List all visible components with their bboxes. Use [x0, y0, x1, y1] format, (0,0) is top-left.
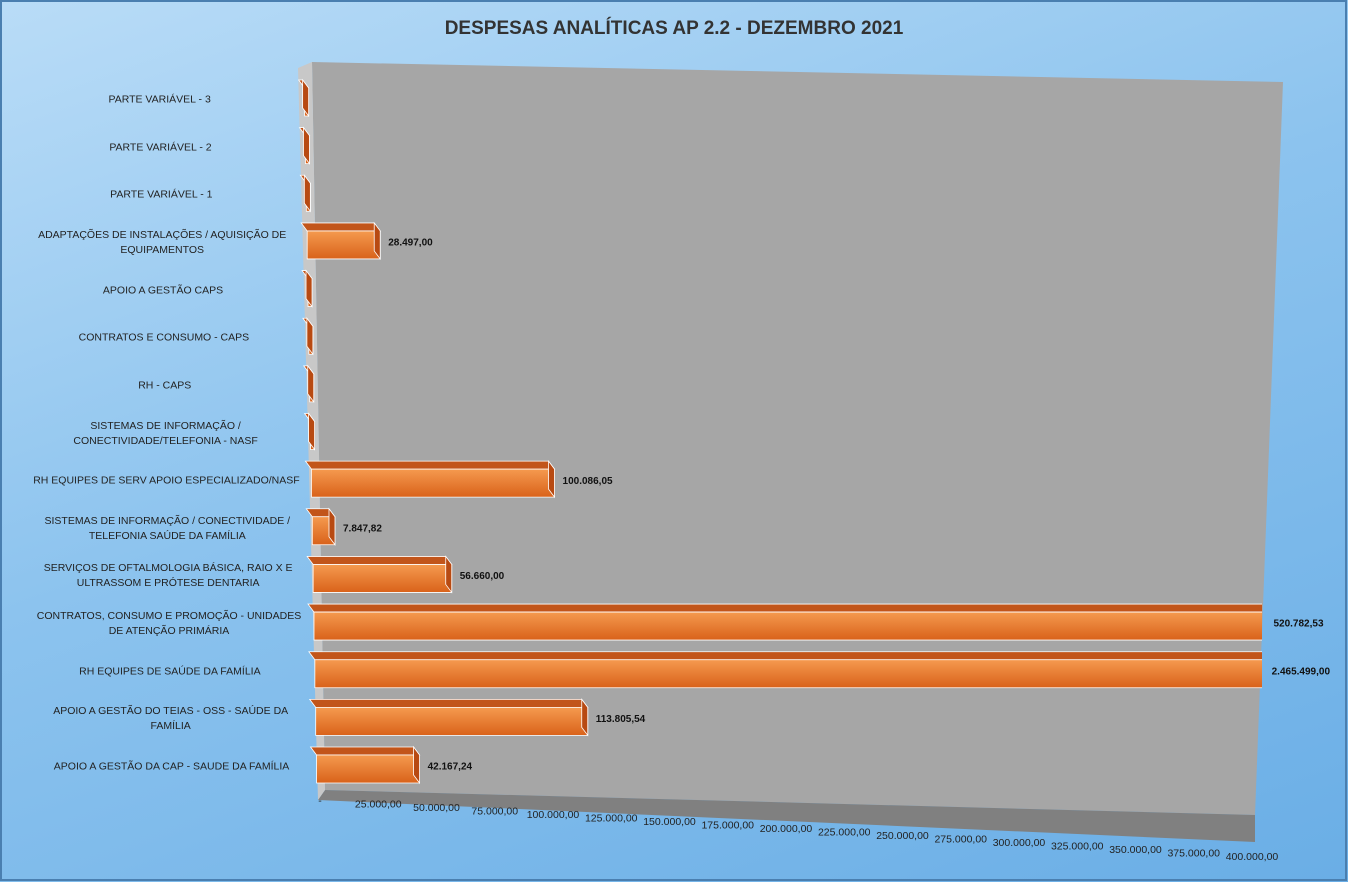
y-tick-label: RH EQUIPES DE SERV APOIO ESPECIALIZADO/N…: [33, 474, 300, 487]
y-tick-label: SISTEMAS DE INFORMAÇÃO / CONECTIVIDADE /…: [44, 514, 291, 542]
y-tick-label: SERVIÇOS DE OFTALMOLOGIA BÁSICA, RAIO X …: [43, 562, 293, 590]
floor: [318, 790, 1255, 842]
bar-top: [308, 651, 1262, 661]
bar-end: [581, 698, 589, 737]
value-label: 113.805,54: [596, 714, 646, 725]
y-tick-label: PARTE VARIÁVEL - 2: [109, 141, 212, 154]
bar: [312, 564, 453, 593]
x-tick-label: 175.000,00: [701, 820, 754, 832]
bar-end: [303, 174, 311, 213]
x-tick-label: 75.000,00: [471, 806, 518, 818]
bar: [311, 468, 555, 498]
x-tick-label: 250.000,00: [876, 830, 929, 842]
x-tick-label: 225.000,00: [818, 827, 871, 839]
x-tick-label: 25.000,00: [355, 799, 402, 811]
bar-end: [305, 269, 313, 308]
x-tick-label: 50.000,00: [413, 802, 460, 814]
bar-top: [304, 460, 556, 470]
y-tick-label: CONTRATOS E CONSUMO - CAPS: [78, 331, 250, 344]
bar-end: [445, 555, 453, 594]
x-tick-label: 150.000,00: [643, 816, 696, 828]
value-label: 2.465.499,00: [1272, 666, 1331, 677]
bar: [316, 754, 420, 784]
x-tick-label: -: [318, 795, 322, 807]
bar: [306, 230, 381, 260]
x-tick-label: 125.000,00: [585, 813, 638, 825]
y-tick-label: APOIO A GESTÃO DO TEIAS - OSS - SAÚDE DA…: [53, 705, 289, 733]
y-tick-label: PARTE VARIÁVEL - 1: [110, 188, 213, 201]
value-label: 42.167,24: [428, 762, 473, 773]
y-tick-label: RH - CAPS: [138, 379, 192, 392]
bar-end: [328, 507, 336, 546]
bar-top: [306, 556, 453, 565]
bar-top: [300, 222, 382, 232]
x-tick-label: 100.000,00: [527, 809, 580, 821]
y-tick-label: CONTRATOS, CONSUMO E PROMOÇÃO - UNIDADES…: [36, 610, 302, 638]
bar-end: [302, 78, 310, 118]
x-tick-label: 300.000,00: [993, 837, 1046, 849]
bar-end: [306, 317, 314, 356]
bar-end: [307, 364, 315, 404]
x-tick-label: 375.000,00: [1167, 848, 1220, 860]
x-tick-label: 350.000,00: [1109, 844, 1162, 856]
value-label: 56.660,00: [460, 571, 505, 582]
value-label: 520.782,53: [1273, 619, 1323, 630]
bar-end: [308, 412, 315, 451]
value-label: 100.086,05: [563, 476, 613, 487]
value-label: 7.847,82: [343, 523, 382, 534]
chart-title: DESPESAS ANALÍTICAS AP 2.2 - DEZEMBRO 20…: [445, 17, 904, 39]
bar-top: [308, 698, 589, 708]
x-tick-label: 325.000,00: [1051, 841, 1104, 853]
y-tick-label: SISTEMAS DE INFORMAÇÃO / CONECTIVIDADE/T…: [73, 419, 258, 447]
x-tick-label: 275.000,00: [934, 834, 987, 846]
value-label: 28.497,00: [388, 238, 433, 249]
bar-end: [373, 221, 381, 261]
x-tick-label: 400.000,00: [1226, 851, 1279, 863]
y-tick-label: PARTE VARIÁVEL - 3: [108, 93, 211, 106]
bar-end: [413, 745, 420, 785]
bar-top: [309, 746, 421, 756]
y-tick-label: APOIO A GESTÃO DA CAP - SAUDE DA FAMÍLIA: [53, 760, 290, 773]
bar-end: [303, 126, 310, 165]
y-tick-label: APOIO A GESTÃO CAPS: [102, 284, 224, 297]
y-tick-label: ADAPTAÇÕES DE INSTALAÇÕES / AQUISIÇÃO DE…: [38, 228, 287, 256]
bar: [313, 611, 1262, 641]
y-tick-label: RH EQUIPES DE SAÚDE DA FAMÍLIA: [79, 665, 261, 678]
bar: [314, 659, 1262, 689]
bar-end: [548, 459, 555, 499]
bar-top: [307, 603, 1262, 613]
x-tick-label: 200.000,00: [760, 823, 813, 835]
bar: [315, 706, 589, 736]
